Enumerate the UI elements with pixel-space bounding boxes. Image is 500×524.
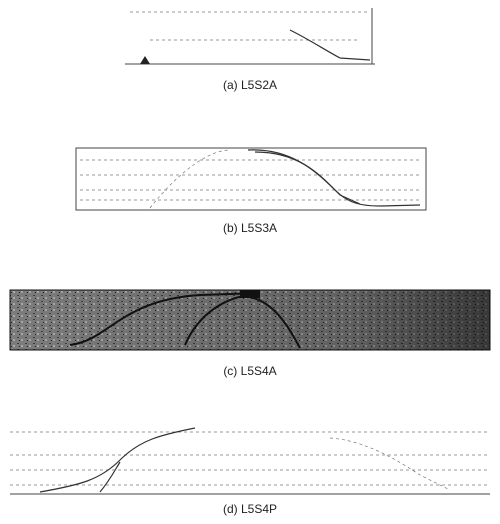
crack	[69, 292, 261, 346]
grid-trace	[10, 431, 490, 486]
load-point	[240, 290, 260, 298]
crack	[254, 151, 361, 205]
caption: (c) L5S4A	[223, 364, 276, 378]
beam	[75, 147, 427, 211]
crack	[289, 29, 371, 61]
crack	[99, 461, 121, 493]
panel-a: (a) L5S2A	[125, 8, 375, 92]
crack	[247, 149, 421, 207]
grid-trace	[130, 11, 370, 41]
support	[140, 56, 150, 64]
grid-trace	[80, 159, 420, 201]
crack	[149, 149, 231, 209]
caption: (b) L5S3A	[223, 221, 277, 235]
crack	[39, 427, 196, 493]
panel-b: (b) L5S3A	[75, 147, 427, 235]
panel-d: (d) L5S4P	[10, 427, 490, 516]
caption: (d) L5S4P	[223, 502, 277, 516]
panel-c: (c) L5S4A	[9, 289, 491, 378]
shading	[10, 290, 490, 350]
caption: (a) L5S2A	[223, 78, 277, 92]
crack	[329, 437, 451, 491]
